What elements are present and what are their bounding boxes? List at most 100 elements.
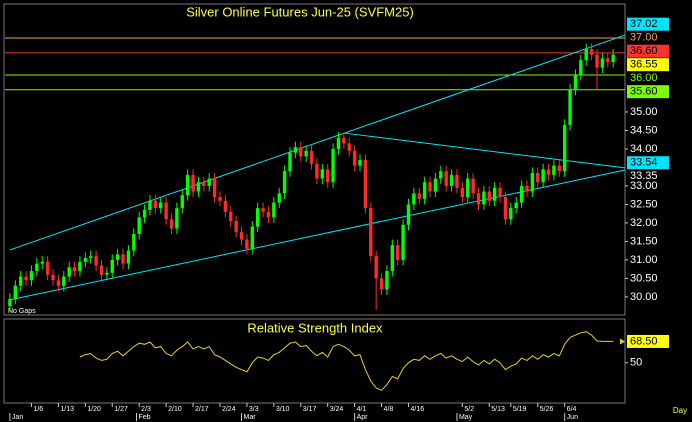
candle-body	[56, 280, 61, 286]
candle-body	[530, 172, 535, 192]
candle-body	[455, 174, 459, 188]
x-tick-label: 6/4	[567, 406, 577, 413]
x-tick-label: 5/2	[464, 406, 474, 413]
month-label: May	[459, 414, 473, 421]
chart-title: Silver Online Futures Jun-25 (SVFM25)	[186, 4, 414, 19]
candle-body	[579, 60, 583, 76]
candle-body	[347, 143, 351, 151]
y-tick-label: 31.50	[630, 235, 658, 247]
candle-body	[422, 182, 427, 199]
candle-body	[336, 137, 341, 149]
candle-body	[536, 172, 540, 183]
y-tick-label: 35.00	[630, 106, 658, 118]
candle-body	[476, 193, 481, 205]
y-tick-label: 32.50	[630, 198, 658, 210]
candle-body	[24, 276, 28, 281]
candle-body	[261, 208, 265, 212]
candle-body	[573, 75, 578, 90]
candle-body	[525, 185, 529, 192]
candle-body	[62, 276, 66, 286]
rsi-tick-label: 50	[630, 357, 642, 369]
x-tick-label: 1/13	[60, 406, 74, 413]
candle-body	[299, 147, 303, 157]
candle-body	[390, 245, 395, 271]
x-tick-label: 1/6	[33, 406, 43, 413]
candle-body	[288, 152, 292, 172]
candle-body	[492, 187, 497, 201]
level-label: 37.02	[630, 18, 658, 30]
candle-body	[159, 202, 163, 209]
y-tick-label: 31.00	[630, 254, 658, 266]
candle-body	[412, 193, 416, 205]
level-label-box	[627, 85, 669, 99]
candle-body	[557, 165, 561, 172]
level-label: 35.60	[630, 86, 658, 98]
candle-body	[471, 178, 475, 194]
candle-body	[83, 258, 88, 262]
candle-body	[282, 171, 287, 194]
candle-body	[363, 160, 368, 209]
candle-body	[239, 232, 244, 240]
candle-body	[223, 200, 228, 212]
candle-body	[89, 256, 93, 259]
x-tick-label: 3/10	[276, 406, 290, 413]
candle-body	[379, 278, 384, 290]
candle-body	[35, 263, 39, 271]
candle-body	[229, 211, 233, 222]
x-tick-label: 2/3	[141, 406, 151, 413]
candle-body	[589, 49, 594, 55]
candle-body	[466, 178, 470, 198]
candle-body	[541, 169, 545, 183]
candle-body	[180, 195, 184, 209]
x-tick-label: 1/27	[114, 406, 128, 413]
candle-body	[185, 174, 190, 196]
x-tick-label: 5/26	[540, 406, 554, 413]
candle-body	[99, 265, 104, 275]
candle-body	[137, 217, 141, 235]
level-label: 36.60	[630, 45, 658, 57]
candle-body	[320, 169, 325, 179]
trendline	[9, 34, 626, 251]
candle-body	[519, 185, 524, 203]
rsi-title: Relative Strength Index	[247, 320, 383, 335]
candle-body	[72, 267, 77, 271]
candle-body	[315, 163, 319, 179]
candle-body	[482, 191, 486, 205]
level-label-box	[627, 17, 669, 31]
month-label: Apr	[357, 414, 369, 421]
candle-body	[428, 182, 432, 192]
candle-body	[503, 197, 508, 220]
candle-body	[132, 234, 136, 251]
trendline	[343, 132, 626, 169]
candle-body	[277, 193, 281, 203]
candle-body	[358, 160, 362, 166]
month-label: Mar	[244, 414, 257, 421]
month-label: Jun	[567, 414, 578, 421]
candle-body	[266, 211, 271, 218]
x-tick-label: 2/10	[168, 406, 182, 413]
candle-body	[600, 58, 605, 68]
x-tick-label: 2/24	[222, 406, 236, 413]
candle-body	[487, 191, 491, 201]
x-tick-label: 5/19	[513, 406, 527, 413]
candle-body	[13, 285, 18, 299]
candle-body	[606, 58, 610, 63]
candle-body	[562, 124, 567, 172]
candle-body	[202, 182, 206, 186]
level-label: 33.35	[630, 170, 658, 182]
candle-body	[374, 256, 378, 279]
x-tick-label: 4/16	[410, 406, 424, 413]
candle-body	[568, 89, 572, 125]
candle-body	[94, 256, 98, 266]
candle-body	[369, 208, 373, 257]
candle-body	[304, 150, 308, 157]
x-tick-label: 5/13	[491, 406, 505, 413]
candle-body	[51, 274, 55, 281]
x-tick-label: 3/3	[249, 406, 259, 413]
rsi-last-label: 68.50	[630, 335, 658, 347]
candle-body	[460, 187, 465, 198]
candle-body	[396, 245, 400, 260]
level-label-box	[627, 44, 669, 58]
period-label: Day	[673, 406, 687, 415]
